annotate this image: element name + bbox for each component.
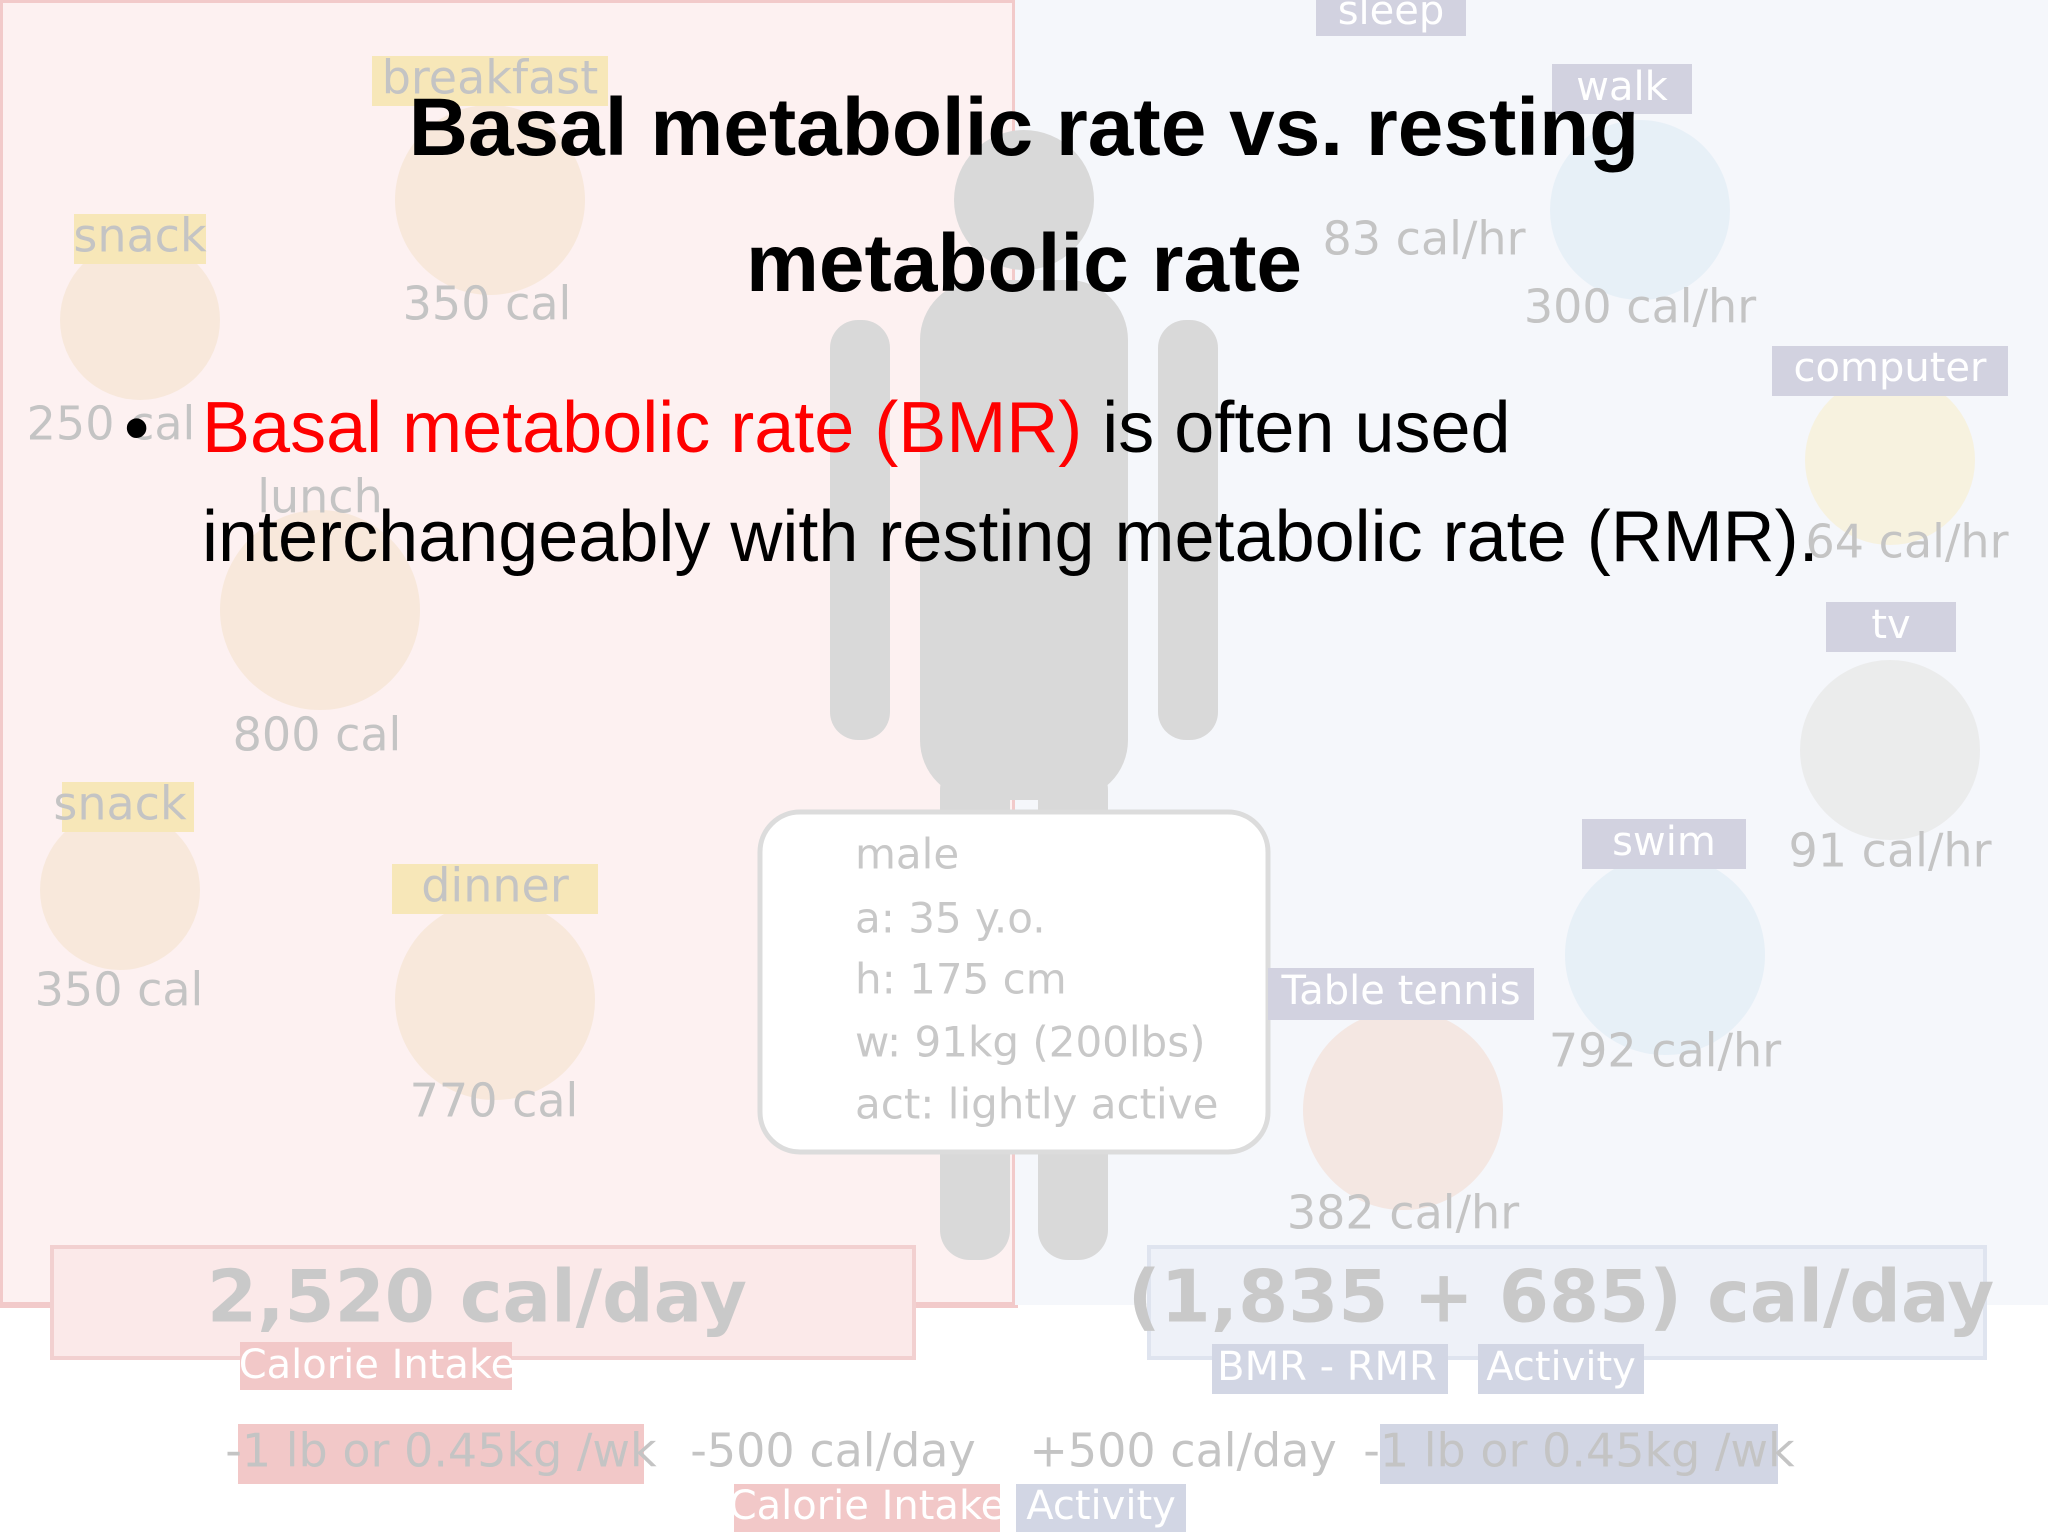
footer-label: Activity	[1026, 1483, 1176, 1529]
activity-label: sleep	[1338, 0, 1445, 34]
activity-label: Table tennis	[1280, 968, 1520, 1014]
footer-item: -1 lb or 0.45kg /wk	[225, 1424, 657, 1478]
activity-rate: 83 cal/hr	[1323, 212, 1526, 266]
intake-total: 2,520 cal/day	[207, 1255, 747, 1339]
meal-label: lunch	[257, 470, 383, 524]
footer-boxes	[238, 1342, 1000, 1532]
meal-label: dinner	[421, 859, 569, 913]
label-boxes	[1268, 0, 2008, 1020]
activity-rate: 792 cal/hr	[1549, 1024, 1781, 1078]
activity-label: swim	[1612, 819, 1716, 865]
meal-boxes	[62, 56, 608, 914]
expense-label: Activity	[1486, 1344, 1636, 1390]
meal-label: snack	[73, 209, 207, 263]
activity-rate: 300 cal/hr	[1524, 280, 1756, 334]
profile-item: w: 91kg (200lbs)	[855, 1018, 1205, 1067]
activity-label: walk	[1576, 64, 1668, 110]
expense-total: (1,835 + 685) cal/day	[1128, 1255, 1994, 1339]
activity-rate: 64 cal/hr	[1806, 515, 2009, 569]
meal-calories: 350 cal	[35, 963, 204, 1017]
bullet-text: is often used interchangeably with resti…	[202, 388, 1819, 577]
bullet-highlight: Basal metabolic rate (BMR)	[202, 388, 1083, 468]
activity-label: computer	[1794, 345, 1987, 391]
meal-calories: 770 cal	[410, 1074, 579, 1128]
footer-item: -500 cal/day	[690, 1424, 975, 1478]
meal-calories: 350 cal	[403, 277, 572, 331]
meal-label: snack	[53, 777, 187, 831]
expense-label: BMR - RMR	[1217, 1344, 1437, 1390]
footer-label: Calorie Intake	[729, 1483, 1006, 1529]
profile-item: act: lightly active	[855, 1080, 1218, 1129]
slide-title: Basal metabolic rate vs. resting metabol…	[408, 82, 1640, 309]
profile-item: male	[855, 830, 959, 879]
footer-item: +500 cal/day	[1029, 1424, 1336, 1478]
profile-item: a: 35 y.o.	[855, 894, 1046, 943]
bullet-dot: •	[124, 388, 150, 468]
meal-label: breakfast	[382, 51, 599, 105]
meal-calories: 250 cal	[27, 397, 196, 451]
activity-rate: 91 cal/hr	[1789, 824, 1992, 878]
icons	[40, 105, 1980, 1210]
footer-item: -1 lb or 0.45kg /wk	[1363, 1424, 1795, 1478]
intake-bar	[50, 1245, 916, 1360]
activity-rate: 382 cal/hr	[1287, 1186, 1519, 1240]
meal-calories: 800 cal	[233, 708, 402, 762]
footer-boxes-right	[1016, 1344, 1778, 1532]
activity-label: tv	[1871, 602, 1910, 648]
profile-item: h: 175 cm	[855, 955, 1067, 1004]
bullet: • Basal metabolic rate (BMR) is often use…	[124, 374, 1862, 592]
intake-label: Calorie Intake	[239, 1342, 516, 1388]
